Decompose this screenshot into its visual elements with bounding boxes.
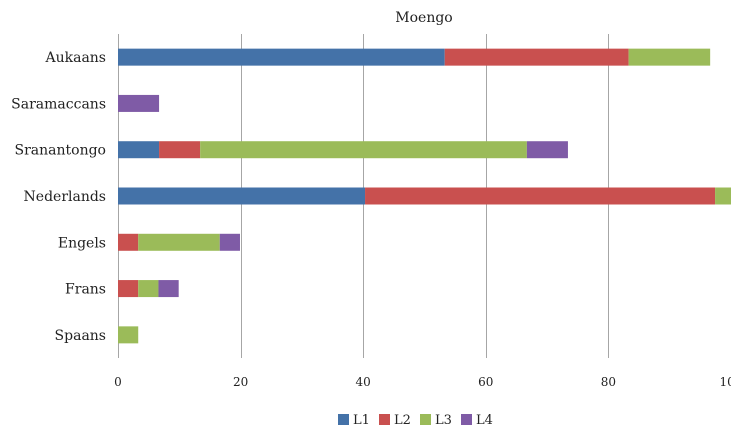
category-label: Nederlands bbox=[24, 189, 106, 205]
x-tick-label: 80 bbox=[601, 375, 616, 389]
legend-label-l3: L3 bbox=[435, 413, 452, 428]
bar-l4-frans bbox=[158, 280, 179, 298]
legend-swatch-l2 bbox=[379, 414, 390, 425]
category-label: Frans bbox=[65, 282, 106, 298]
category-label: Aukaans bbox=[44, 50, 106, 66]
bar-l4-sranantongo bbox=[526, 141, 568, 159]
bar-l1-nederlands bbox=[118, 187, 366, 205]
x-tick-label: 60 bbox=[478, 375, 493, 389]
category-labels: Aukaans Saramaccans Sranantongo Nederlands E… bbox=[11, 50, 106, 344]
bar-l2-sranantongo bbox=[159, 141, 201, 159]
legend-label-l2: L2 bbox=[394, 413, 411, 428]
bar-l2-frans bbox=[118, 280, 139, 298]
bar-l4-engels bbox=[219, 233, 240, 251]
x-tick-label: 100 bbox=[720, 375, 731, 389]
bar-l3-aukaans bbox=[628, 48, 711, 66]
chart-title: Moengo bbox=[395, 10, 452, 26]
category-label: Engels bbox=[58, 235, 106, 251]
legend-swatch-l4 bbox=[461, 414, 472, 425]
bar-l3-engels bbox=[138, 233, 220, 251]
x-axis-tick-labels: 0 20 40 60 80 100 bbox=[114, 375, 731, 389]
bar-l4-saramaccans bbox=[118, 94, 160, 112]
category-label: Saramaccans bbox=[11, 96, 106, 112]
category-label: Spaans bbox=[55, 328, 106, 344]
bar-l3-frans bbox=[138, 280, 159, 298]
legend: L1 L2 L3 L4 bbox=[338, 413, 493, 428]
x-tick-label: 0 bbox=[114, 375, 122, 389]
x-tick-label: 20 bbox=[233, 375, 248, 389]
legend-label-l1: L1 bbox=[353, 413, 370, 428]
legend-swatch-l3 bbox=[420, 414, 431, 425]
bar-l3-sranantongo bbox=[200, 141, 527, 159]
bar-l2-aukaans bbox=[444, 48, 629, 66]
bar-l1-aukaans bbox=[118, 48, 445, 66]
legend-label-l4: L4 bbox=[476, 413, 493, 428]
bars bbox=[118, 48, 731, 344]
bar-l3-nederlands bbox=[715, 187, 731, 205]
bar-l2-engels bbox=[118, 233, 139, 251]
legend-swatch-l1 bbox=[338, 414, 349, 425]
bar-l1-sranantongo bbox=[118, 141, 160, 159]
x-tick-label: 40 bbox=[356, 375, 371, 389]
category-label: Sranantongo bbox=[15, 143, 106, 159]
bar-l3-spaans bbox=[118, 326, 139, 344]
bar-l2-nederlands bbox=[365, 187, 716, 205]
